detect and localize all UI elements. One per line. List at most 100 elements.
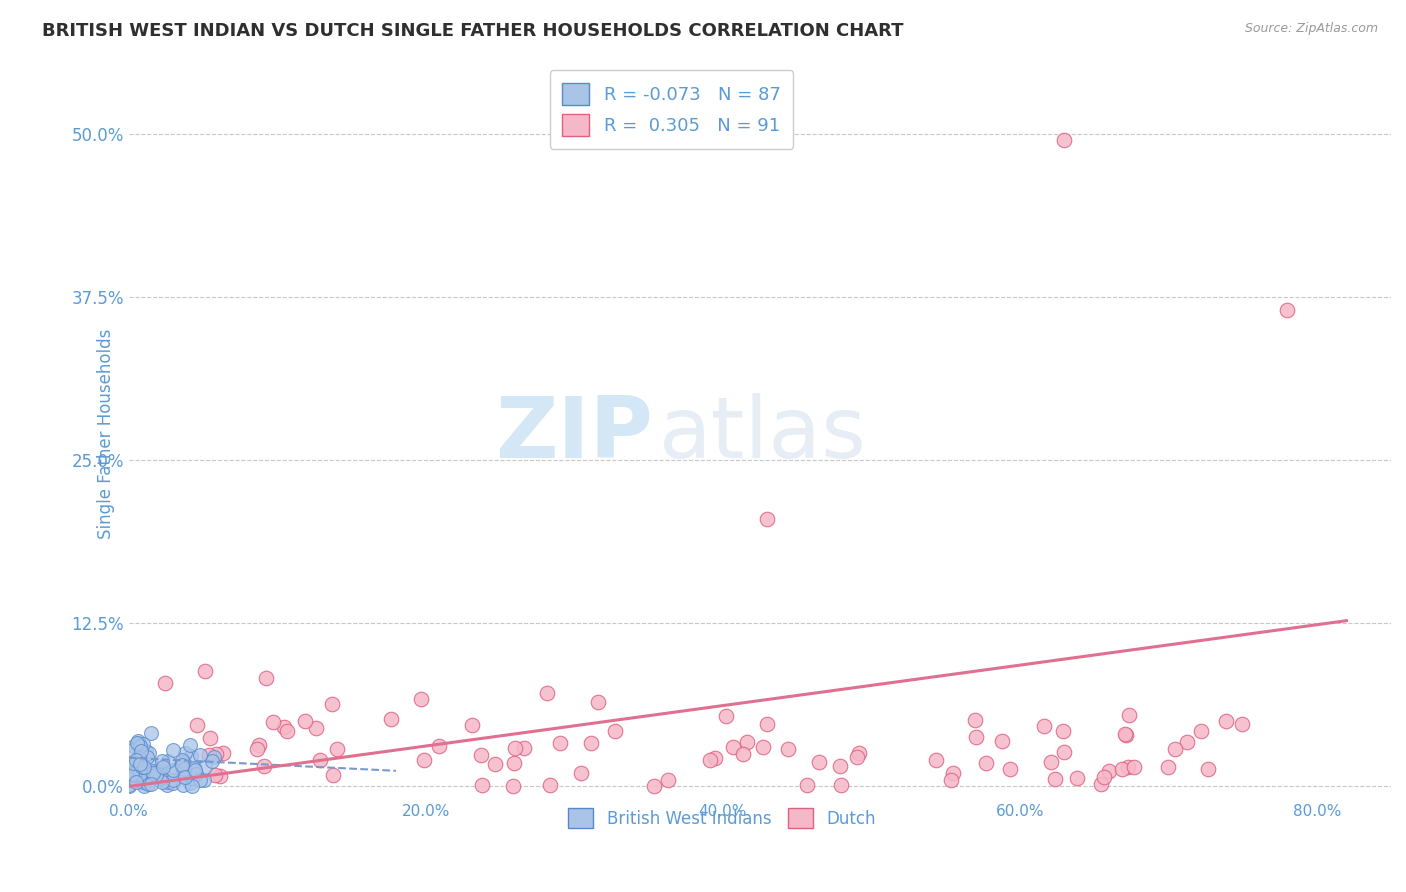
Point [380, 712, 402, 726]
Point [202, 750, 225, 764]
Point [157, 764, 180, 779]
Point [731, 747, 754, 762]
Point [644, 780, 666, 794]
Point [162, 776, 184, 790]
Point [194, 759, 217, 773]
Point [1118, 708, 1140, 723]
Point [1053, 745, 1076, 759]
Point [129, 767, 152, 781]
Point [276, 723, 298, 738]
Point [139, 772, 162, 787]
Point [262, 714, 284, 729]
Point [122, 768, 145, 782]
Point [172, 755, 194, 769]
Point [174, 746, 197, 760]
Point [188, 747, 211, 762]
Point [503, 756, 526, 770]
Point [484, 756, 506, 771]
Point [179, 776, 201, 790]
Point [121, 743, 143, 757]
Point [127, 771, 149, 785]
Point [183, 764, 205, 778]
Point [413, 753, 436, 767]
Point [152, 760, 174, 774]
Point [845, 750, 868, 764]
Point [699, 753, 721, 767]
Point [145, 769, 167, 783]
Point [188, 772, 211, 787]
Point [121, 767, 143, 781]
Point [142, 764, 165, 779]
Point [1045, 772, 1067, 786]
Point [503, 740, 526, 755]
Point [322, 768, 344, 782]
Point [513, 740, 536, 755]
Point [1275, 303, 1298, 318]
Point [128, 736, 150, 750]
Point [127, 763, 149, 777]
Point [253, 759, 276, 773]
Point [129, 744, 152, 758]
Point [155, 778, 177, 792]
Point [186, 718, 208, 732]
Point [131, 760, 153, 774]
Point [122, 768, 145, 782]
Point [756, 717, 779, 731]
Point [134, 779, 156, 793]
Point [193, 772, 215, 787]
Point [118, 778, 141, 792]
Point [990, 734, 1012, 748]
Point [145, 768, 167, 782]
Point [409, 691, 432, 706]
Point [294, 714, 316, 729]
Point [247, 738, 270, 752]
Point [657, 773, 679, 788]
Point [173, 762, 195, 776]
Point [162, 772, 184, 787]
Point [170, 753, 193, 767]
Point [254, 671, 277, 685]
Point [735, 735, 758, 749]
Point [184, 767, 207, 781]
Point [121, 771, 143, 785]
Point [1114, 727, 1136, 741]
Point [128, 739, 150, 754]
Point [172, 770, 194, 784]
Point [204, 768, 226, 782]
Text: Source: ZipAtlas.com: Source: ZipAtlas.com [1244, 22, 1378, 36]
Point [124, 739, 146, 753]
Point [569, 766, 592, 780]
Point [132, 774, 155, 789]
Point [925, 754, 948, 768]
Point [128, 751, 150, 765]
Point [156, 775, 179, 789]
Point [998, 762, 1021, 776]
Point [1215, 714, 1237, 728]
Text: ZIP: ZIP [495, 392, 652, 475]
Point [132, 737, 155, 751]
Point [1090, 777, 1112, 791]
Point [128, 757, 150, 772]
Y-axis label: Single Father Households: Single Father Households [97, 329, 115, 539]
Point [309, 753, 332, 767]
Point [134, 760, 156, 774]
Point [830, 758, 852, 772]
Point [965, 713, 987, 727]
Point [603, 724, 626, 739]
Point [149, 771, 172, 785]
Point [153, 676, 176, 690]
Point [150, 754, 173, 768]
Point [145, 764, 167, 779]
Point [156, 754, 179, 768]
Point [120, 772, 142, 787]
Point [1189, 724, 1212, 739]
Point [550, 736, 572, 750]
Point [198, 747, 221, 762]
Point [1098, 764, 1121, 778]
Point [150, 775, 173, 789]
Point [141, 759, 163, 773]
Point [136, 750, 159, 764]
Point [796, 778, 818, 792]
Point [146, 764, 169, 778]
Point [139, 726, 162, 740]
